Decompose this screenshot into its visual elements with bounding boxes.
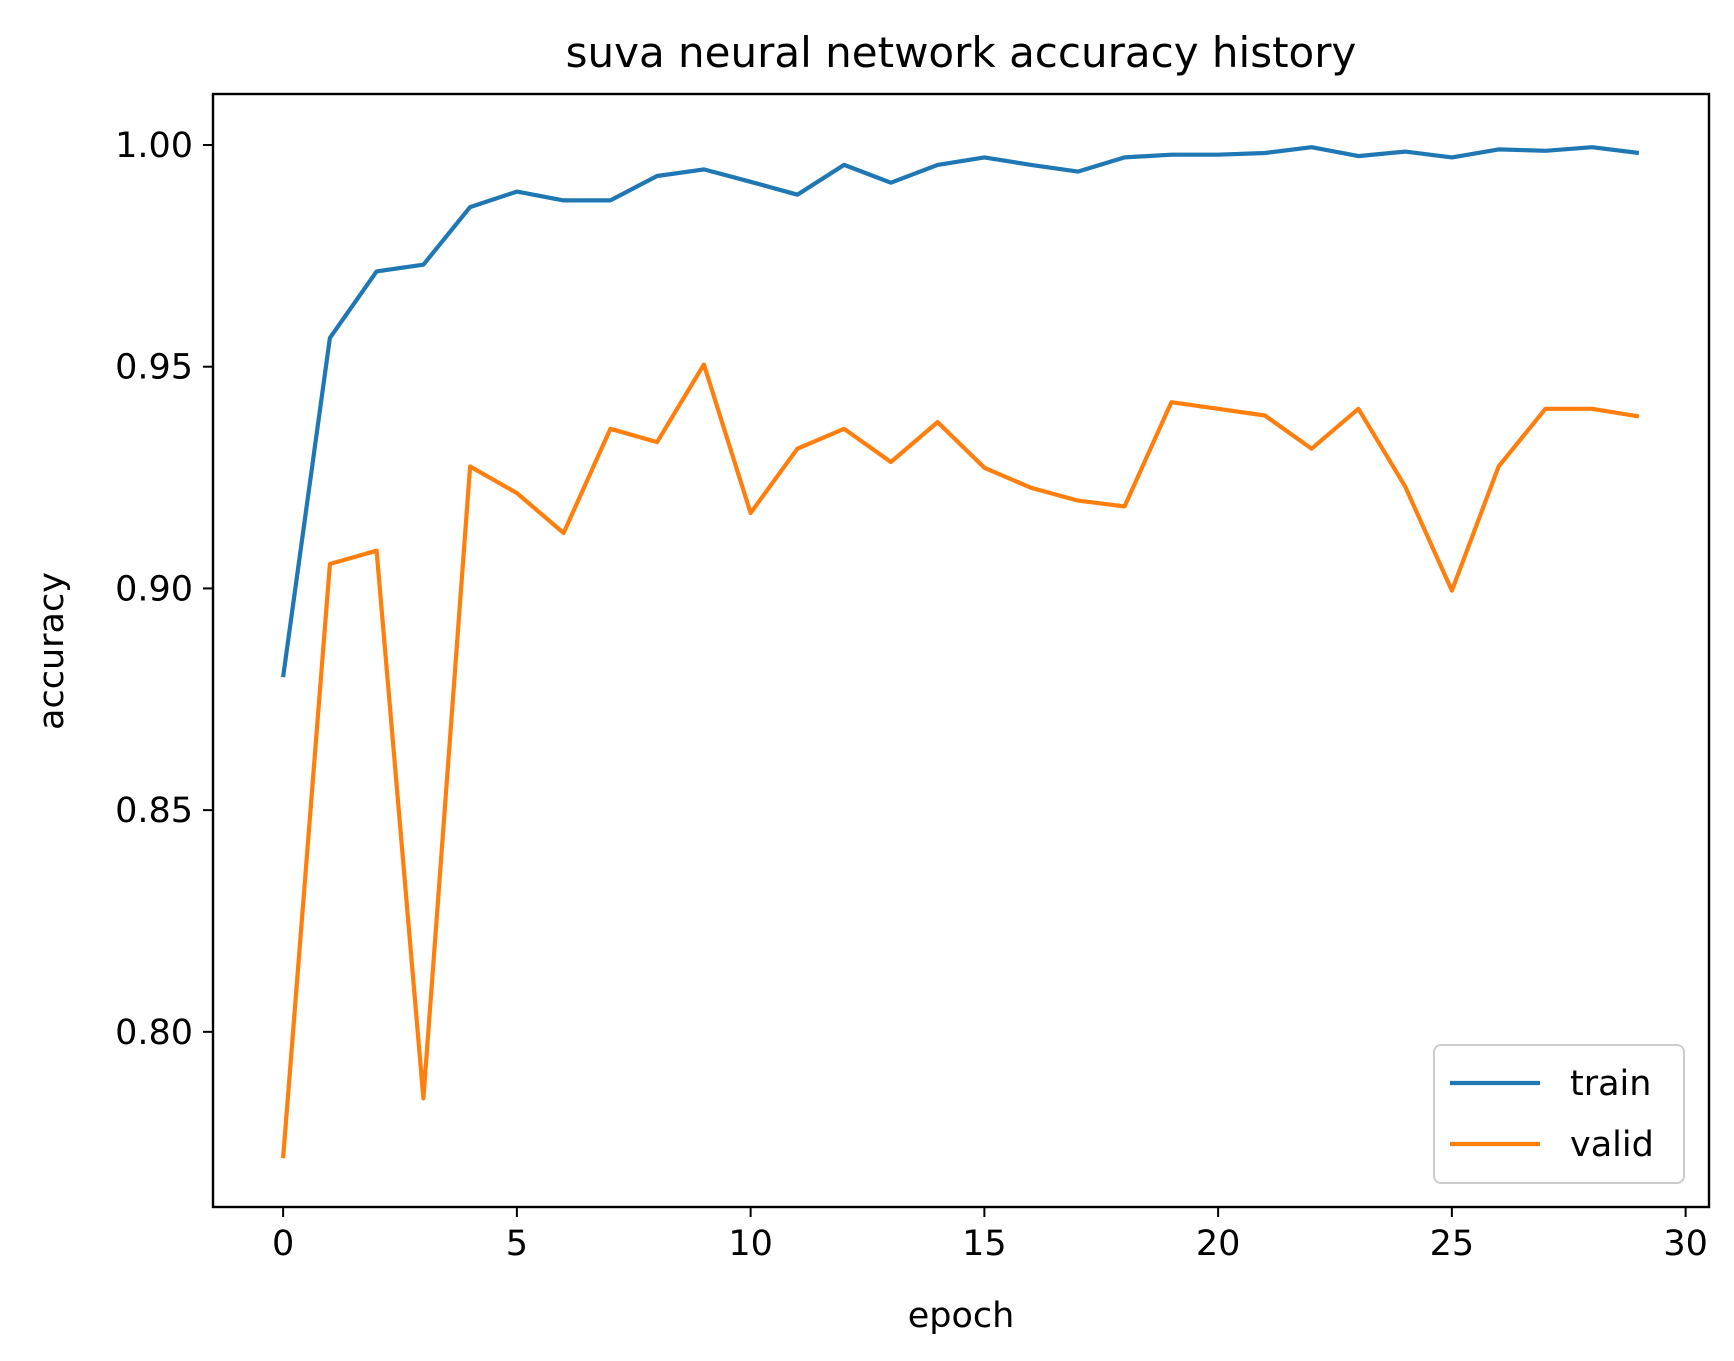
x-axis-label: epoch xyxy=(908,1296,1015,1336)
x-tick-label: 20 xyxy=(1196,1224,1241,1264)
y-axis: 0.80 0.85 0.90 0.95 1.00 xyxy=(115,126,213,1053)
y-tick-label: 0.80 xyxy=(115,1013,193,1053)
legend: train valid xyxy=(1433,1044,1685,1184)
y-tick-label: 0.90 xyxy=(115,569,193,609)
x-tick-label: 15 xyxy=(962,1224,1007,1264)
y-axis-label: accuracy xyxy=(32,572,72,730)
x-tick-label: 0 xyxy=(272,1224,294,1264)
y-tick-label: 1.00 xyxy=(115,126,193,166)
series-line-train xyxy=(281,145,1640,678)
chart-title: suva neural network accuracy history xyxy=(566,28,1357,77)
x-axis: 0 5 10 15 20 25 30 xyxy=(272,1207,1708,1264)
x-tick-label: 30 xyxy=(1663,1224,1708,1264)
x-tick-label: 10 xyxy=(728,1224,773,1264)
x-tick-label: 25 xyxy=(1430,1224,1475,1264)
legend-label-valid: valid xyxy=(1570,1125,1654,1165)
y-tick-label: 0.95 xyxy=(115,348,193,388)
y-tick-label: 0.85 xyxy=(115,791,193,831)
x-tick-label: 5 xyxy=(506,1224,528,1264)
plot-area-frame xyxy=(211,92,1711,1209)
legend-box xyxy=(1433,1044,1685,1184)
series-line-valid xyxy=(281,362,1640,1159)
series-lines xyxy=(281,145,1640,1159)
legend-label-train: train xyxy=(1570,1064,1651,1104)
